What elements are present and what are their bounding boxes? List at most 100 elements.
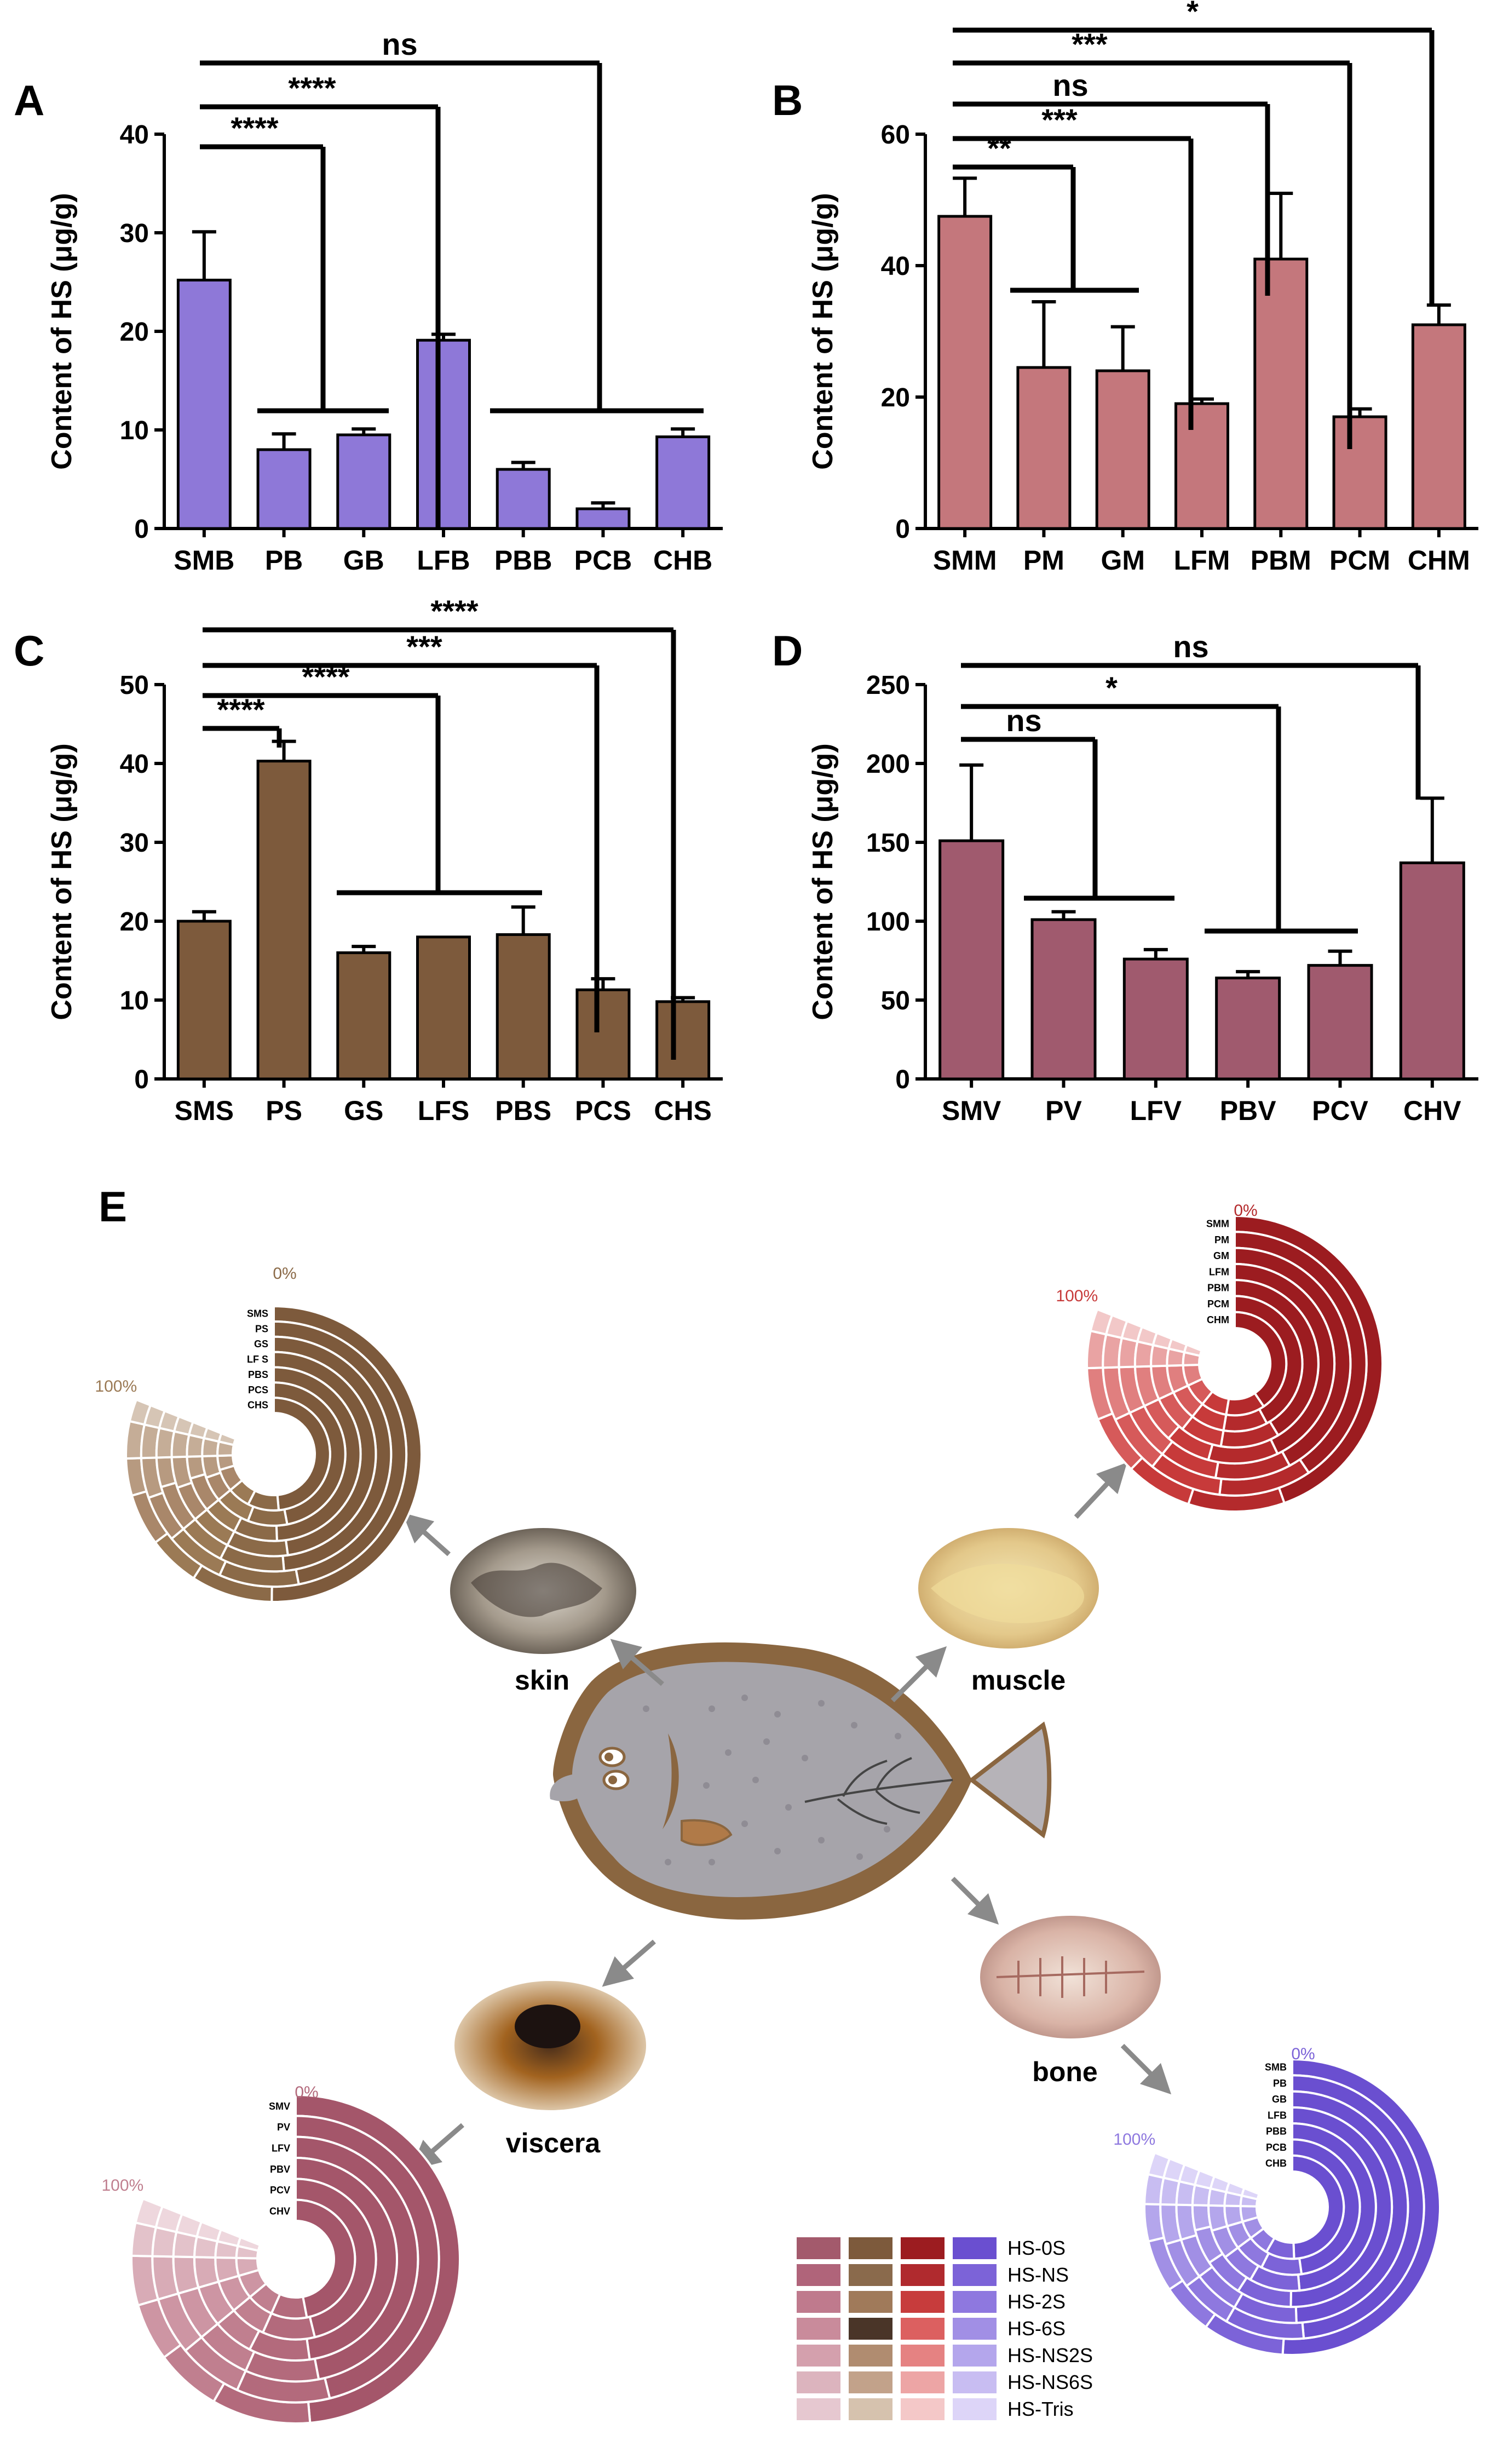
legend-swatch — [849, 2291, 892, 2313]
legend-label: HS-Tris — [1007, 2398, 1074, 2420]
y-tick-label: 100 — [866, 908, 910, 937]
x-tick-label: GS — [344, 1095, 383, 1126]
significance-mark: * — [1187, 0, 1199, 28]
ring-label: PBS — [248, 1369, 268, 1380]
end-label: 100% — [95, 1377, 137, 1395]
ring-segment-chv — [295, 2198, 356, 2319]
legend-swatch — [797, 2398, 840, 2420]
legend-swatch — [953, 2318, 997, 2340]
y-tick-label: 30 — [120, 829, 149, 858]
legend-swatch — [849, 2398, 892, 2420]
legend-swatch — [953, 2237, 997, 2259]
x-tick-label: PM — [1023, 545, 1064, 576]
significance-mark: * — [1105, 670, 1118, 705]
x-tick-label: SMB — [174, 545, 234, 576]
legend-label: HS-NS6S — [1007, 2371, 1093, 2393]
bar-smv — [938, 839, 1005, 1081]
end-label: 100% — [102, 2176, 144, 2195]
x-tick-label: SMV — [942, 1095, 1001, 1126]
bar-chm — [1411, 323, 1466, 530]
legend-swatch — [849, 2318, 892, 2340]
x-tick-label: PCM — [1329, 545, 1390, 576]
x-tick-label: CHS — [654, 1095, 712, 1126]
bar-smm — [937, 215, 993, 530]
ring-label: LFM — [1209, 1266, 1229, 1277]
significance-mark: **** — [231, 111, 278, 145]
legend-swatch — [901, 2237, 945, 2259]
x-tick-label: CHV — [1403, 1095, 1461, 1126]
x-tick-label: LFS — [418, 1095, 469, 1126]
bar-chv — [1399, 861, 1465, 1081]
legend-swatch — [849, 2371, 892, 2393]
ring-segment-chb — [1291, 2154, 1345, 2260]
y-tick-label: 20 — [120, 908, 149, 937]
bar-lfm — [1174, 402, 1229, 530]
start-label: 0% — [1234, 1202, 1257, 1220]
muscle-photo — [918, 1528, 1099, 1649]
bar-chart-d: 0 50 100 150 200 250 Content of HS (μg/g) SMV PV… — [807, 629, 1478, 1126]
legend-swatch — [901, 2345, 945, 2367]
y-tick-label: 250 — [866, 671, 910, 700]
start-label: 0% — [295, 2083, 318, 2101]
significance-mark: ns — [1173, 629, 1208, 664]
x-tick-label: PCS — [575, 1095, 631, 1126]
x-tick-label: GM — [1101, 545, 1145, 576]
ring-label: PBV — [270, 2164, 290, 2175]
legend-swatch — [953, 2291, 997, 2313]
panel-letter-b: B — [772, 76, 803, 124]
skin-photo — [450, 1528, 636, 1654]
panel-letter-e: E — [99, 1182, 127, 1231]
significance-mark: ns — [382, 27, 417, 61]
legend-swatch — [953, 2264, 997, 2286]
bar-gm — [1095, 369, 1150, 530]
y-tick-label: 0 — [134, 515, 149, 544]
ring-label: LFV — [272, 2143, 290, 2154]
legend-swatch — [901, 2371, 945, 2393]
y-tick-label: 30 — [120, 219, 149, 248]
x-tick-label: PBV — [1220, 1095, 1276, 1126]
ring-label: GS — [254, 1339, 268, 1349]
ring-label: LFB — [1268, 2110, 1287, 2121]
y-axis-label: Content of HS (μg/g) — [807, 743, 839, 1020]
bar-pv — [1030, 918, 1097, 1081]
significance-mark: ** — [987, 131, 1011, 165]
significance-mark: **** — [430, 594, 478, 628]
ring-label: PB — [1273, 2078, 1287, 2089]
legend-swatch — [797, 2264, 840, 2286]
x-tick-label: SMS — [175, 1095, 234, 1126]
legend-swatch — [901, 2398, 945, 2420]
x-tick-label: PV — [1045, 1095, 1082, 1126]
y-tick-label: 150 — [866, 829, 910, 858]
x-tick-label: LFM — [1174, 545, 1230, 576]
y-tick-label: 40 — [120, 120, 149, 150]
legend-swatch — [901, 2264, 945, 2286]
radial-chart-skin: SMS PS GS LF S PBS PCS CHS 0% 100% — [95, 1265, 423, 1603]
legend-swatch — [797, 2237, 840, 2259]
legend-swatch — [901, 2318, 945, 2340]
tissue-label-viscera: viscera — [506, 2128, 601, 2158]
ring-label: PBM — [1207, 1283, 1229, 1294]
ring-label: GM — [1213, 1250, 1229, 1261]
y-tick-label: 40 — [120, 750, 149, 779]
legend-swatch — [849, 2345, 892, 2367]
ring-label: PCM — [1207, 1299, 1229, 1309]
bone-photo — [980, 1916, 1161, 2038]
legend-swatch — [797, 2345, 840, 2367]
arrows — [402, 1462, 1172, 2170]
bar-pcb — [575, 507, 631, 530]
ring-label: CHB — [1265, 2158, 1287, 2169]
legend-swatch — [901, 2291, 945, 2313]
legend-swatch — [953, 2398, 997, 2420]
legend-swatch — [797, 2291, 840, 2313]
bar-charts: 0 10 20 30 40 Content of HS (μg/g) SMB PB GB LFB P… — [46, 0, 1478, 1126]
ring-label: SMS — [247, 1308, 268, 1319]
panel-letter-d: D — [772, 627, 803, 675]
bar-pcs — [575, 988, 631, 1081]
legend-label: HS-6S — [1007, 2317, 1066, 2340]
radial-chart-bone: SMB PB GB LFB PBB PCB CHB 0% 100% — [1113, 2045, 1442, 2356]
bar-pm — [1016, 366, 1072, 530]
ring-label: PCS — [248, 1385, 268, 1395]
x-tick-label: PBM — [1251, 545, 1311, 576]
ring-label: SMB — [1265, 2062, 1287, 2073]
bar-ps — [256, 760, 312, 1081]
